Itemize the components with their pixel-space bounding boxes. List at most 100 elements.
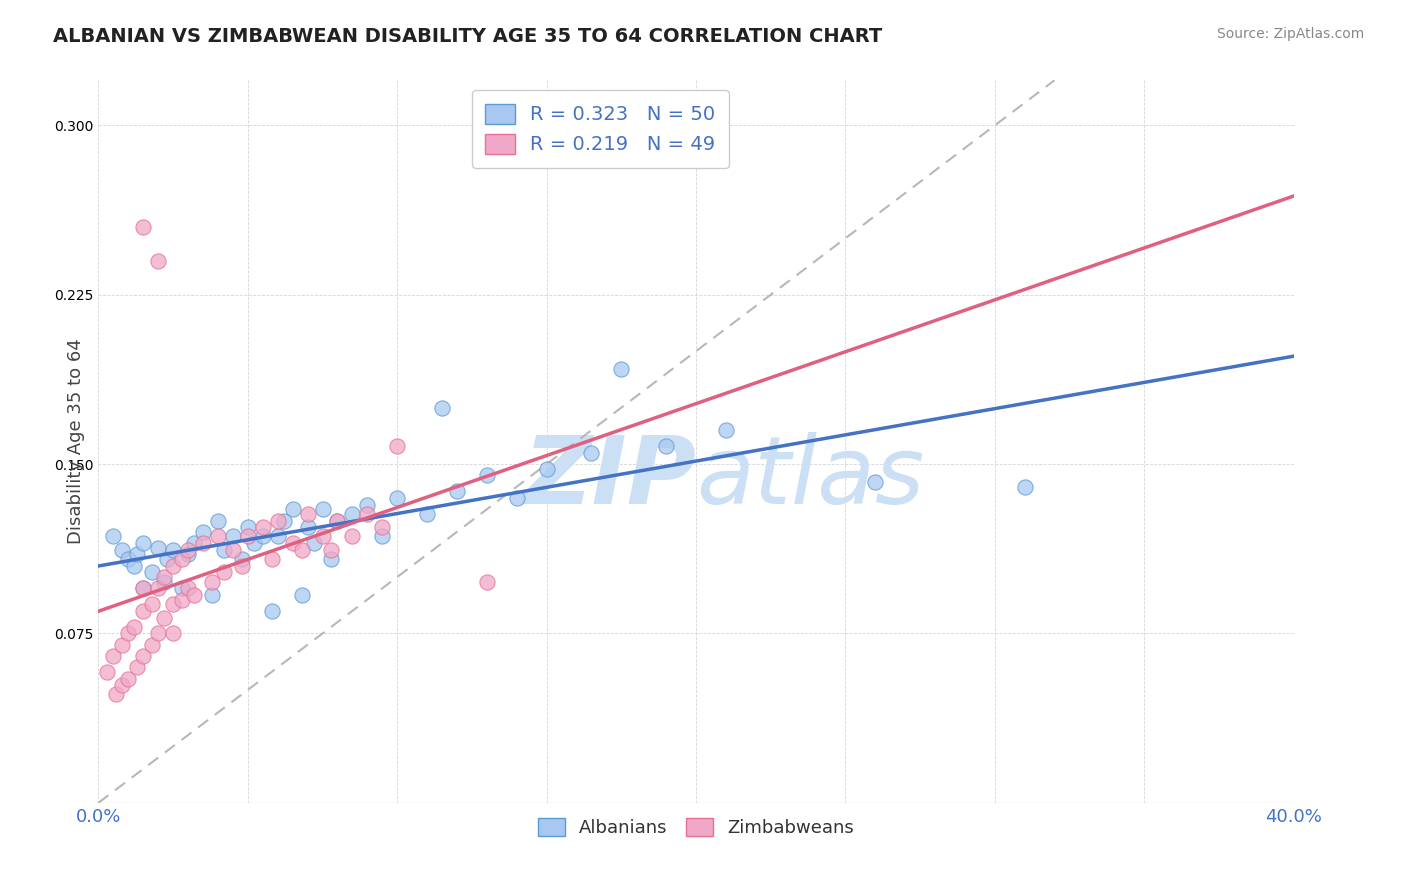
Point — [201, 574, 224, 589]
Point — [371, 520, 394, 534]
Point — [475, 574, 498, 589]
Point — [297, 520, 319, 534]
Point — [212, 542, 235, 557]
Point — [127, 660, 149, 674]
Point — [103, 529, 125, 543]
Point — [183, 588, 205, 602]
Point — [865, 475, 887, 490]
Point — [1014, 480, 1036, 494]
Point — [111, 678, 134, 692]
Point — [141, 597, 163, 611]
Point — [162, 542, 184, 557]
Point — [475, 468, 498, 483]
Y-axis label: Disability Age 35 to 64: Disability Age 35 to 64 — [66, 339, 84, 544]
Point — [267, 529, 290, 543]
Point — [111, 542, 134, 557]
Point — [191, 536, 214, 550]
Point — [124, 620, 146, 634]
Point — [124, 558, 146, 573]
Point — [273, 514, 295, 528]
Point — [212, 566, 235, 580]
Point — [153, 570, 176, 584]
Point — [342, 529, 364, 543]
Point — [177, 582, 200, 596]
Point — [132, 604, 155, 618]
Point — [714, 423, 737, 437]
Point — [132, 536, 155, 550]
Point — [148, 253, 170, 268]
Point — [132, 582, 155, 596]
Point — [326, 514, 349, 528]
Point — [311, 502, 333, 516]
Point — [321, 542, 343, 557]
Point — [536, 461, 558, 475]
Point — [153, 574, 176, 589]
Point — [297, 507, 319, 521]
Point — [416, 507, 439, 521]
Point — [281, 536, 304, 550]
Point — [430, 401, 453, 415]
Point — [252, 520, 274, 534]
Point — [141, 638, 163, 652]
Point — [117, 672, 139, 686]
Point — [191, 524, 214, 539]
Point — [172, 592, 194, 607]
Point — [291, 542, 314, 557]
Point — [148, 626, 170, 640]
Point — [342, 507, 364, 521]
Point — [385, 491, 409, 505]
Point — [446, 484, 468, 499]
Legend: Albanians, Zimbabweans: Albanians, Zimbabweans — [530, 811, 862, 845]
Point — [356, 507, 378, 521]
Point — [201, 588, 224, 602]
Point — [610, 362, 633, 376]
Point — [162, 626, 184, 640]
Point — [231, 558, 253, 573]
Text: Source: ZipAtlas.com: Source: ZipAtlas.com — [1216, 27, 1364, 41]
Point — [267, 514, 290, 528]
Point — [236, 520, 259, 534]
Point — [117, 626, 139, 640]
Point — [162, 597, 184, 611]
Point — [132, 648, 155, 663]
Point — [356, 498, 378, 512]
Point — [260, 604, 283, 618]
Point — [183, 536, 205, 550]
Point — [162, 558, 184, 573]
Point — [321, 552, 343, 566]
Point — [103, 648, 125, 663]
Point — [231, 552, 253, 566]
Point — [156, 552, 179, 566]
Point — [207, 514, 229, 528]
Point — [581, 446, 603, 460]
Point — [148, 541, 170, 555]
Point — [117, 552, 139, 566]
Point — [177, 542, 200, 557]
Point — [236, 529, 259, 543]
Point — [222, 542, 245, 557]
Point — [105, 687, 128, 701]
Point — [132, 220, 155, 235]
Point — [207, 529, 229, 543]
Text: ZIP: ZIP — [523, 432, 696, 524]
Point — [243, 536, 266, 550]
Point — [655, 439, 678, 453]
Point — [172, 552, 194, 566]
Point — [385, 439, 409, 453]
Point — [302, 536, 325, 550]
Point — [506, 491, 529, 505]
Point — [311, 529, 333, 543]
Point — [252, 529, 274, 543]
Text: atlas: atlas — [696, 432, 924, 524]
Point — [148, 582, 170, 596]
Point — [153, 610, 176, 624]
Point — [96, 665, 118, 679]
Point — [172, 582, 194, 596]
Point — [260, 552, 283, 566]
Point — [222, 529, 245, 543]
Point — [141, 566, 163, 580]
Point — [291, 588, 314, 602]
Point — [177, 548, 200, 562]
Point — [371, 529, 394, 543]
Point — [132, 582, 155, 596]
